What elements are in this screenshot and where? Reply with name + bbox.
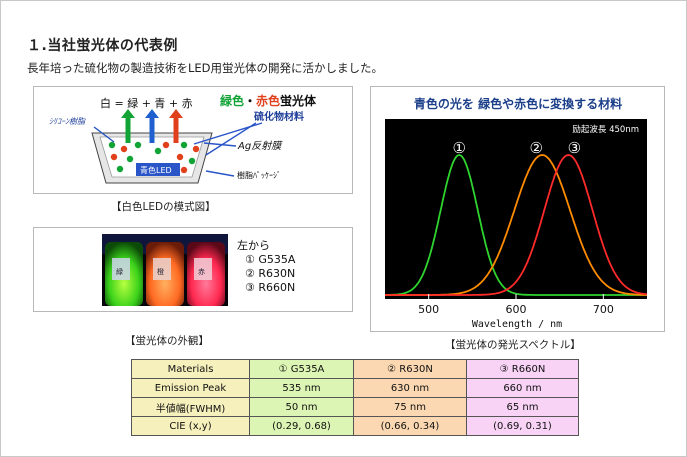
phosphor-particles <box>108 141 200 174</box>
silicone-label: ｼﾘｺｰﾝ樹脂 <box>49 117 86 126</box>
led-formula: 白 = 緑 + 青 + 赤 <box>100 96 193 110</box>
appearance-item: ① G535A <box>245 253 296 266</box>
from-left-label: 左から <box>237 239 270 252</box>
table-row: Emission Peak 535 nm 630 nm 660 nm <box>131 378 579 398</box>
svg-text:赤: 赤 <box>198 268 205 276</box>
table-header-cell: ② R630N <box>353 359 467 379</box>
reflector-label: Ag反射膜 <box>237 140 283 152</box>
phosphor-red-label: 赤色 <box>256 93 280 108</box>
svg-text:橙: 橙 <box>157 267 164 276</box>
table-cell: 75 nm <box>353 397 467 417</box>
svg-text:緑色・赤色蛍光体: 緑色・赤色蛍光体 <box>220 93 317 108</box>
appearance-legend: 左から ① G535A ② R630N ③ R660N <box>237 239 295 295</box>
table-cell: 50 nm <box>249 397 354 417</box>
package-label: 樹脂ﾊﾟｯｹｰｼﾞ <box>237 170 281 180</box>
led-diagram-caption: 【白色LEDの模式図】 <box>111 201 216 213</box>
sulfide-label: 硫化物材料 <box>254 110 304 123</box>
table-header-cell: ③ R660N <box>466 359 579 379</box>
x-tick-label: 700 <box>593 303 614 316</box>
peak-marker: ③ <box>568 139 581 157</box>
table-cell: 630 nm <box>353 378 467 398</box>
appearance-item: ② R630N <box>245 267 296 280</box>
x-tick-label: 500 <box>418 303 439 316</box>
plot-area <box>385 119 647 299</box>
led-diagram: 白 = 緑 + 青 + 赤 緑色・赤色蛍光体 硫化物材料 ｼﾘｺｰﾝ樹脂 Ag反… <box>49 93 317 184</box>
peak-marker: ② <box>529 139 542 157</box>
table-row: 半値幅(FWHM) 50 nm 75 nm 65 nm <box>131 397 579 417</box>
emission-arrows <box>121 109 183 143</box>
led-chip-label: 青色LED <box>140 165 172 175</box>
table-header-cell: ① G535A <box>249 359 354 379</box>
table-row: CIE (x,y) (0.29, 0.68) (0.66, 0.34) (0.6… <box>131 416 579 436</box>
intro-text: 長年培った硫化物の製造技術をLED用蛍光体の開発に活かしました。 <box>27 61 384 75</box>
table-cell: (0.29, 0.68) <box>249 416 354 436</box>
table-cell: 660 nm <box>466 378 579 398</box>
page-title: １.当社蛍光体の代表例 <box>27 38 178 54</box>
table-cell: (0.69, 0.31) <box>466 416 579 436</box>
pointer-arrows <box>93 122 263 177</box>
table-cell: 65 nm <box>466 397 579 417</box>
blue-led-chip <box>136 163 180 176</box>
table-header-cell: Materials <box>131 359 250 379</box>
table-cell: 535 nm <box>249 378 354 398</box>
materials-table: Materials ① G535A ② R630N ③ R660N Emissi… <box>131 359 579 436</box>
led-diagram-panel: 白 = 緑 + 青 + 赤 緑色・赤色蛍光体 硫化物材料 ｼﾘｺｰﾝ樹脂 Ag反… <box>33 86 353 194</box>
phosphor-green-label: 緑色 <box>220 93 244 108</box>
table-cell: Emission Peak <box>131 378 250 398</box>
table-header-row: Materials ① G535A ② R630N ③ R660N <box>131 359 579 379</box>
table-cell: (0.66, 0.34) <box>353 416 467 436</box>
table-cell: CIE (x,y) <box>131 416 250 436</box>
appearance-caption: 【蛍光体の外観】 <box>125 335 209 347</box>
spectrum-title: 青色の光を 緑色や赤色に変換する材料 <box>413 97 623 111</box>
spectrum-chart: 励起波長 450nm ① ② ③ 500 600 700 Wavelength / nm <box>384 119 648 330</box>
x-axis-label: Wavelength / nm <box>472 319 562 330</box>
excitation-label: 励起波長 450nm <box>572 124 639 135</box>
svg-text:緑: 緑 <box>116 267 123 276</box>
table-cell: 半値幅(FWHM) <box>131 397 250 417</box>
phosphor-photo: 緑 橙 赤 <box>102 234 228 306</box>
peak-marker: ① <box>453 139 466 157</box>
x-tick-label: 600 <box>506 303 527 316</box>
appearance-item: ③ R660N <box>245 281 296 294</box>
spectrum-caption: 【蛍光体の発光スペクトル】 <box>445 339 581 351</box>
